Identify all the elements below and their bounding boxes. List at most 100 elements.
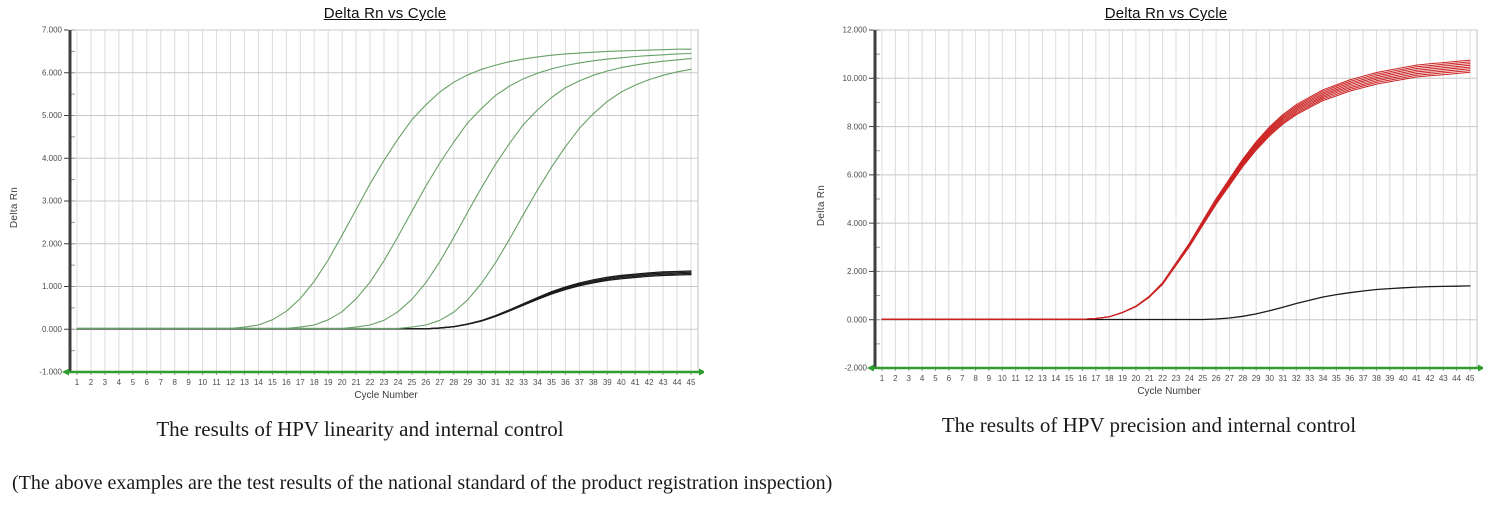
svg-text:5: 5 <box>131 378 136 387</box>
svg-text:2.000: 2.000 <box>42 239 63 248</box>
svg-text:11: 11 <box>1011 374 1020 383</box>
svg-text:6.000: 6.000 <box>847 171 868 180</box>
hpv-precision-chart: Delta Rn vs Cycle Delta Rn 12.000 10.000 8… <box>815 4 1483 438</box>
svg-text:31: 31 <box>491 378 500 387</box>
svg-text:7: 7 <box>159 378 164 387</box>
svg-text:37: 37 <box>575 378 584 387</box>
svg-text:9: 9 <box>186 378 191 387</box>
svg-text:22: 22 <box>366 378 375 387</box>
chart-title: Delta Rn vs Cycle <box>323 5 447 22</box>
svg-text:21: 21 <box>1145 374 1154 383</box>
svg-text:12.000: 12.000 <box>843 26 868 35</box>
svg-text:15: 15 <box>1065 374 1074 383</box>
svg-text:30: 30 <box>1265 374 1274 383</box>
svg-text:28: 28 <box>1238 374 1247 383</box>
svg-text:21: 21 <box>352 378 361 387</box>
svg-text:19: 19 <box>1118 374 1127 383</box>
svg-text:2.000: 2.000 <box>847 267 868 276</box>
svg-text:34: 34 <box>533 378 542 387</box>
x-axis-label: Cycle Number <box>354 390 418 401</box>
svg-text:5: 5 <box>933 374 938 383</box>
svg-text:12: 12 <box>226 378 235 387</box>
svg-text:10: 10 <box>998 374 1007 383</box>
svg-text:44: 44 <box>673 378 682 387</box>
svg-text:3: 3 <box>907 374 912 383</box>
svg-text:41: 41 <box>631 378 640 387</box>
svg-text:41: 41 <box>1412 374 1421 383</box>
svg-text:20: 20 <box>1131 374 1140 383</box>
svg-text:38: 38 <box>1372 374 1381 383</box>
svg-text:1.000: 1.000 <box>42 282 63 291</box>
svg-text:0.000: 0.000 <box>42 325 63 334</box>
svg-text:27: 27 <box>1225 374 1234 383</box>
svg-text:33: 33 <box>1305 374 1314 383</box>
svg-text:1: 1 <box>880 374 885 383</box>
svg-text:33: 33 <box>519 378 528 387</box>
linearity-plot-canvas: 7.000 6.000 5.000 4.000 3.000 2.000 1.000 0.000… <box>39 26 704 387</box>
precision-plot-canvas: 12.000 10.000 8.000 6.000 4.000 2.000 0.000 -2.… <box>843 26 1483 383</box>
svg-text:4.000: 4.000 <box>847 219 868 228</box>
svg-text:6: 6 <box>145 378 150 387</box>
svg-text:3.000: 3.000 <box>42 197 63 206</box>
svg-text:42: 42 <box>1425 374 1434 383</box>
chart-title: Delta Rn vs Cycle <box>1104 5 1228 22</box>
svg-text:20: 20 <box>338 378 347 387</box>
charts-row: Delta Rn vs Cycle Delta Rn 7.000 6.000 5.0… <box>8 4 1483 442</box>
footnote: (The above examples are the test results… <box>12 472 833 494</box>
svg-text:42: 42 <box>645 378 654 387</box>
svg-text:24: 24 <box>394 378 403 387</box>
svg-text:39: 39 <box>1385 374 1394 383</box>
svg-text:22: 22 <box>1158 374 1167 383</box>
svg-text:35: 35 <box>547 378 556 387</box>
svg-text:37: 37 <box>1359 374 1368 383</box>
svg-text:16: 16 <box>1078 374 1087 383</box>
chart-caption: The results of HPV precision and interna… <box>941 413 1357 437</box>
svg-text:40: 40 <box>617 378 626 387</box>
svg-text:16: 16 <box>282 378 291 387</box>
svg-text:8.000: 8.000 <box>847 122 868 131</box>
svg-text:9: 9 <box>987 374 992 383</box>
svg-text:10.000: 10.000 <box>843 74 868 83</box>
svg-text:11: 11 <box>212 378 221 387</box>
svg-text:39: 39 <box>603 378 612 387</box>
svg-text:13: 13 <box>1038 374 1047 383</box>
svg-text:31: 31 <box>1278 374 1287 383</box>
svg-text:38: 38 <box>589 378 598 387</box>
svg-text:36: 36 <box>561 378 570 387</box>
svg-text:6: 6 <box>947 374 952 383</box>
svg-text:25: 25 <box>407 378 416 387</box>
svg-text:29: 29 <box>1252 374 1261 383</box>
svg-text:32: 32 <box>1292 374 1301 383</box>
svg-text:26: 26 <box>421 378 430 387</box>
y-axis-label-wrap: Delta Rn <box>8 24 22 390</box>
hpv-linearity-chart: Delta Rn vs Cycle Delta Rn 7.000 6.000 5.0… <box>8 4 712 442</box>
svg-text:36: 36 <box>1345 374 1354 383</box>
svg-text:32: 32 <box>505 378 514 387</box>
svg-text:8: 8 <box>172 378 177 387</box>
svg-text:40: 40 <box>1399 374 1408 383</box>
svg-text:24: 24 <box>1185 374 1194 383</box>
svg-text:27: 27 <box>435 378 444 387</box>
svg-text:7: 7 <box>960 374 965 383</box>
svg-text:30: 30 <box>477 378 486 387</box>
svg-text:12: 12 <box>1025 374 1034 383</box>
svg-text:2: 2 <box>893 374 898 383</box>
svg-text:13: 13 <box>240 378 249 387</box>
svg-text:-2.000: -2.000 <box>844 364 867 373</box>
svg-text:17: 17 <box>1091 374 1100 383</box>
svg-text:43: 43 <box>659 378 668 387</box>
svg-text:29: 29 <box>463 378 472 387</box>
x-axis-label: Cycle Number <box>1137 386 1201 397</box>
svg-text:25: 25 <box>1198 374 1207 383</box>
y-axis-label-wrap: Delta Rn <box>815 24 829 386</box>
svg-text:7.000: 7.000 <box>42 26 63 35</box>
svg-text:14: 14 <box>1051 374 1060 383</box>
svg-text:4.000: 4.000 <box>42 154 63 163</box>
svg-text:23: 23 <box>1172 374 1181 383</box>
svg-text:3: 3 <box>103 378 108 387</box>
svg-text:15: 15 <box>268 378 277 387</box>
svg-text:43: 43 <box>1439 374 1448 383</box>
svg-text:5.000: 5.000 <box>42 111 63 120</box>
svg-text:8: 8 <box>973 374 978 383</box>
svg-text:4: 4 <box>117 378 122 387</box>
